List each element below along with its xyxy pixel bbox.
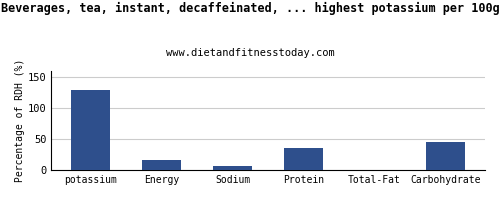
- Text: www.dietandfitnesstoday.com: www.dietandfitnesstoday.com: [166, 48, 334, 58]
- Bar: [71, 90, 110, 170]
- Text: Beverages, tea, instant, decaffeinated, ... highest potassium per 100g: Beverages, tea, instant, decaffeinated, …: [0, 2, 500, 15]
- Bar: [142, 160, 181, 170]
- Bar: [213, 166, 252, 170]
- Y-axis label: Percentage of RDH (%): Percentage of RDH (%): [15, 59, 25, 182]
- Bar: [426, 142, 465, 170]
- Bar: [284, 148, 323, 170]
